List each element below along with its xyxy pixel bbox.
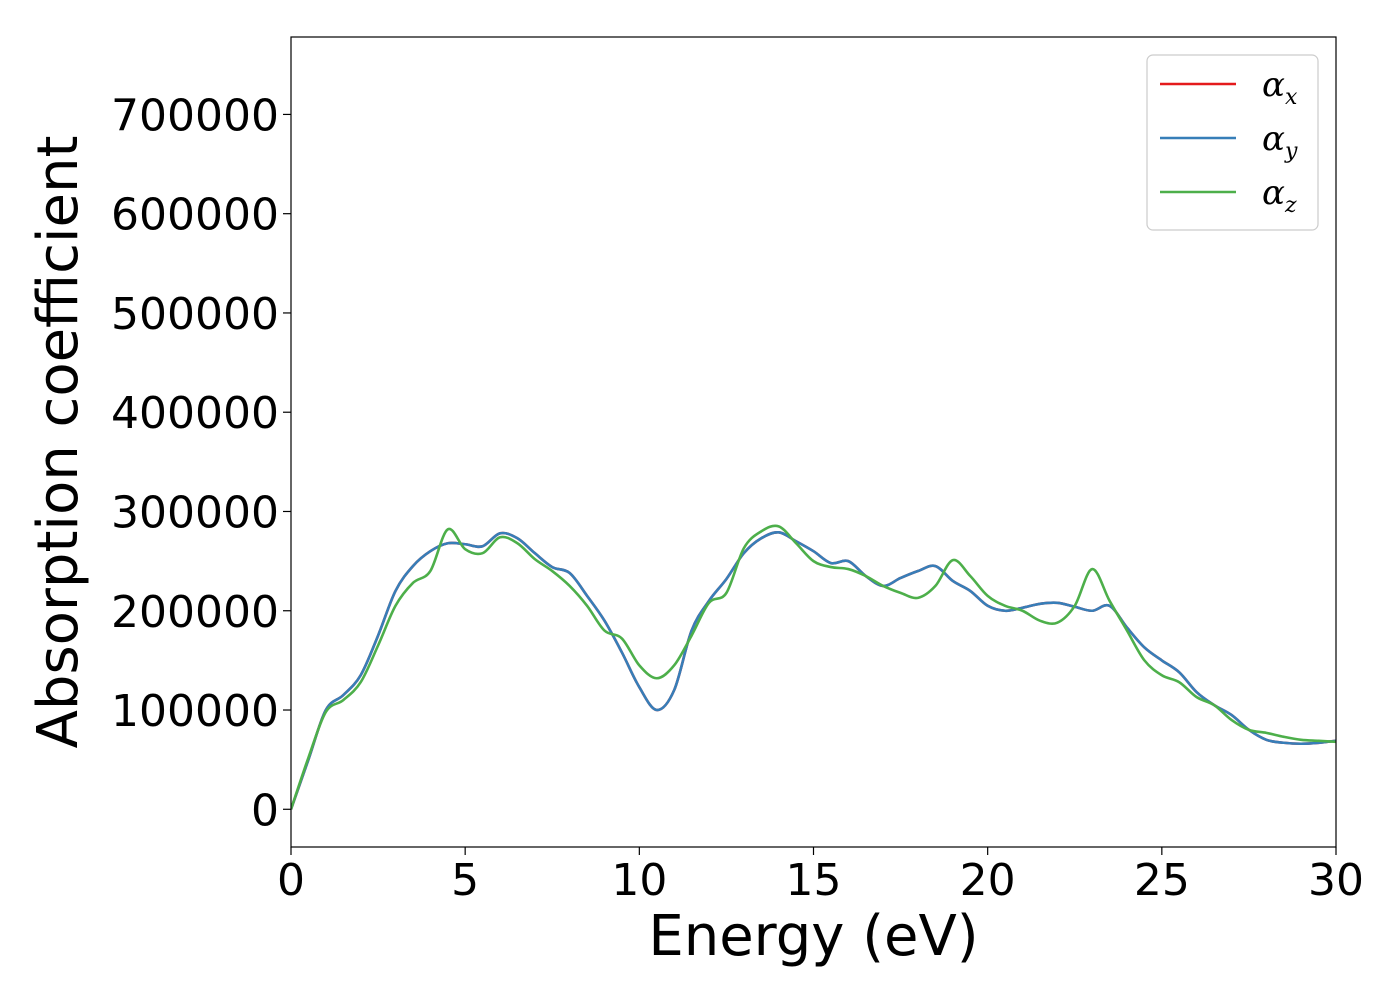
x-axis-label: Energy (eV): [648, 904, 978, 969]
x-tick-label: 5: [451, 855, 479, 906]
y-tick-label: 700000: [111, 90, 279, 141]
series-lines: [291, 524, 1336, 810]
y-tick-label: 600000: [111, 190, 279, 241]
legend-label-alpha-x: αx: [1262, 65, 1298, 110]
x-tick-label: 15: [786, 855, 842, 906]
x-tick-label: 10: [611, 855, 667, 906]
y-axis-ticks: 0 100000 200000 300000 400000 500000 600000 700…: [111, 90, 291, 836]
y-tick-label: 100000: [111, 686, 279, 737]
y-tick-label: 200000: [111, 587, 279, 638]
legend-label-alpha-z: αz: [1262, 173, 1297, 218]
y-tick-label: 0: [251, 785, 279, 836]
y-tick-label: 400000: [111, 388, 279, 439]
y-axis-label: Absorption coefficient: [26, 136, 91, 749]
y-tick-label: 500000: [111, 289, 279, 340]
legend: αx αy αz: [1146, 54, 1319, 231]
series-line-alpha-z: [291, 524, 1336, 810]
y-tick-label: 300000: [111, 487, 279, 538]
x-axis-ticks: 0 5 10 15 20 25 30: [277, 847, 1364, 906]
series-line-alpha-y: [291, 530, 1336, 810]
x-tick-label: 0: [277, 855, 305, 906]
x-tick-label: 25: [1134, 855, 1190, 906]
legend-label-alpha-y: αy: [1262, 119, 1298, 164]
x-tick-label: 30: [1308, 855, 1364, 906]
legend-box: [1146, 54, 1319, 231]
x-tick-label: 20: [960, 855, 1016, 906]
